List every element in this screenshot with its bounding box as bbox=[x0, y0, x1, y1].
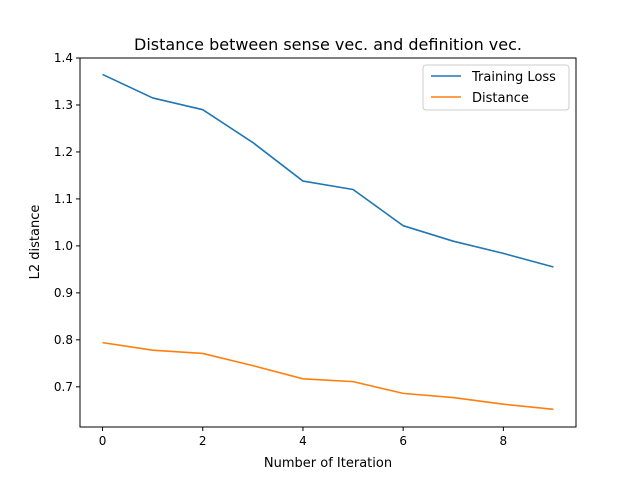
x-axis-label: Number of Iteration bbox=[264, 456, 392, 471]
legend: Training Loss Distance bbox=[422, 64, 570, 111]
plot-frame bbox=[79, 57, 577, 428]
y-tick-label: 1.4 bbox=[54, 51, 73, 65]
chart-title: Distance between sense vec. and definiti… bbox=[134, 35, 522, 54]
x-tick-label: 2 bbox=[199, 434, 207, 448]
series-line-0 bbox=[102, 73, 554, 268]
legend-label-1: Distance bbox=[472, 91, 529, 106]
x-axis: 0 2 4 6 8 bbox=[99, 427, 507, 448]
x-tick-label: 0 bbox=[99, 434, 107, 448]
y-tick-label: 0.8 bbox=[54, 333, 73, 347]
y-tick-label: 1.1 bbox=[54, 192, 73, 206]
series-line-1 bbox=[102, 341, 554, 411]
x-tick-label: 8 bbox=[500, 434, 508, 448]
y-axis-label: L2 distance bbox=[28, 205, 43, 280]
x-tick-label: 6 bbox=[399, 434, 407, 448]
y-tick-label: 1.3 bbox=[54, 98, 73, 112]
y-tick-label: 0.7 bbox=[54, 380, 73, 394]
y-tick-label: 1.2 bbox=[54, 145, 73, 159]
x-tick-label: 4 bbox=[299, 434, 307, 448]
y-tick-label: 1.0 bbox=[54, 239, 73, 253]
legend-label-0: Training Loss bbox=[471, 70, 556, 85]
y-tick-label: 0.9 bbox=[54, 286, 73, 300]
series-layer bbox=[102, 73, 554, 411]
y-axis: 0.7 0.8 0.9 1.0 1.1 1.2 1.3 1.4 bbox=[54, 51, 80, 394]
